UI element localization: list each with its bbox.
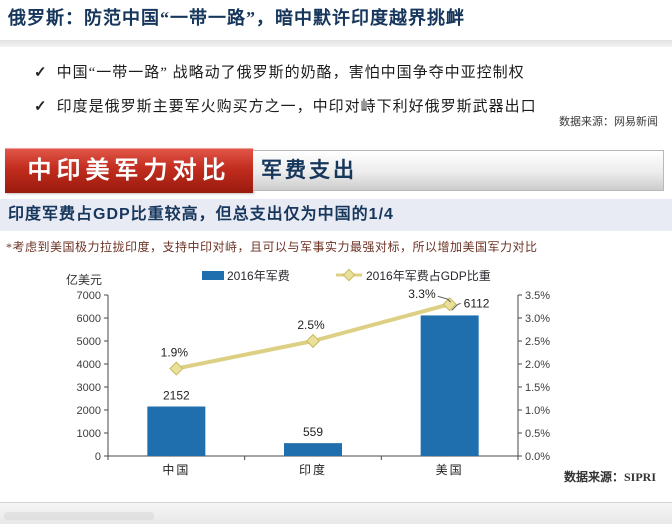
svg-text:美国: 美国 <box>436 463 464 477</box>
military-spending-chart: 2016年军费 2016年军费占GDP比重 亿美元 0 1000 2000 3000 4000… <box>66 268 550 477</box>
svg-text:5000: 5000 <box>77 336 101 348</box>
svg-text:3.0%: 3.0% <box>525 313 550 325</box>
section-subtitle-banner: 军费支出 <box>253 150 664 191</box>
svg-text:3.5%: 3.5% <box>525 290 550 302</box>
svg-text:0: 0 <box>95 451 101 463</box>
svg-text:2.0%: 2.0% <box>525 359 550 371</box>
svg-text:1000: 1000 <box>77 428 101 440</box>
svg-text:1.5%: 1.5% <box>525 382 550 394</box>
svg-text:0.5%: 0.5% <box>525 428 550 440</box>
bullet-item-1: ✓ 中国“一带一路” 战略动了俄罗斯的奶酪，害怕中国争夺中亚控制权 <box>34 61 525 82</box>
svg-text:印度: 印度 <box>299 462 327 477</box>
svg-text:2000: 2000 <box>77 405 101 417</box>
svg-text:2.5%: 2.5% <box>297 318 325 332</box>
svg-text:1.9%: 1.9% <box>161 346 189 360</box>
svg-text:1.0%: 1.0% <box>525 405 550 417</box>
page-title: 俄罗斯：防范中国“一带一路”，暗中默许印度越界挑衅 <box>8 8 465 28</box>
chart-source: 数据来源：SIPRI <box>563 470 656 484</box>
key-point: 印度军费占GDP比重较高，但总支出仅为中国的1/4 <box>0 199 672 231</box>
svg-text:2016年军费: 2016年军费 <box>227 269 290 283</box>
svg-text:0.0%: 0.0% <box>525 451 550 463</box>
bullet-text: 中国“一带一路” 战略动了俄罗斯的奶酪，害怕中国争夺中亚控制权 <box>56 65 525 81</box>
svg-text:2152: 2152 <box>163 389 190 403</box>
bullet-text: 印度是俄罗斯主要军火购买方之一，中印对峙下利好俄罗斯武器出口 <box>56 99 537 115</box>
footer-strip <box>0 502 672 524</box>
svg-text:2016年军费占GDP比重: 2016年军费占GDP比重 <box>366 268 491 283</box>
bullet-item-2: ✓ 印度是俄罗斯主要军火购买方之一，中印对峙下利好俄罗斯武器出口 <box>34 95 537 116</box>
title-divider <box>0 40 672 47</box>
news-source: 数据来源：网易新闻 <box>559 116 658 128</box>
check-icon: ✓ <box>34 99 48 115</box>
svg-text:中国: 中国 <box>162 462 190 477</box>
svg-text:亿美元: 亿美元 <box>66 272 102 287</box>
svg-text:559: 559 <box>303 425 323 439</box>
footnote: *考虑到美国极力拉拢印度，支持中印对峙，且可以与军事实力最强对标，所以增加美国军… <box>6 240 538 254</box>
svg-text:6112: 6112 <box>464 296 490 310</box>
svg-text:3.3%: 3.3% <box>408 287 436 301</box>
svg-text:6000: 6000 <box>77 313 101 325</box>
svg-text:3000: 3000 <box>77 382 101 394</box>
next-slide-fragment <box>4 512 154 520</box>
svg-text:7000: 7000 <box>77 290 101 302</box>
check-icon: ✓ <box>34 65 48 81</box>
svg-text:4000: 4000 <box>77 359 101 371</box>
svg-text:2.5%: 2.5% <box>525 336 550 348</box>
section-title-banner: 中印美军力对比 <box>5 148 253 193</box>
